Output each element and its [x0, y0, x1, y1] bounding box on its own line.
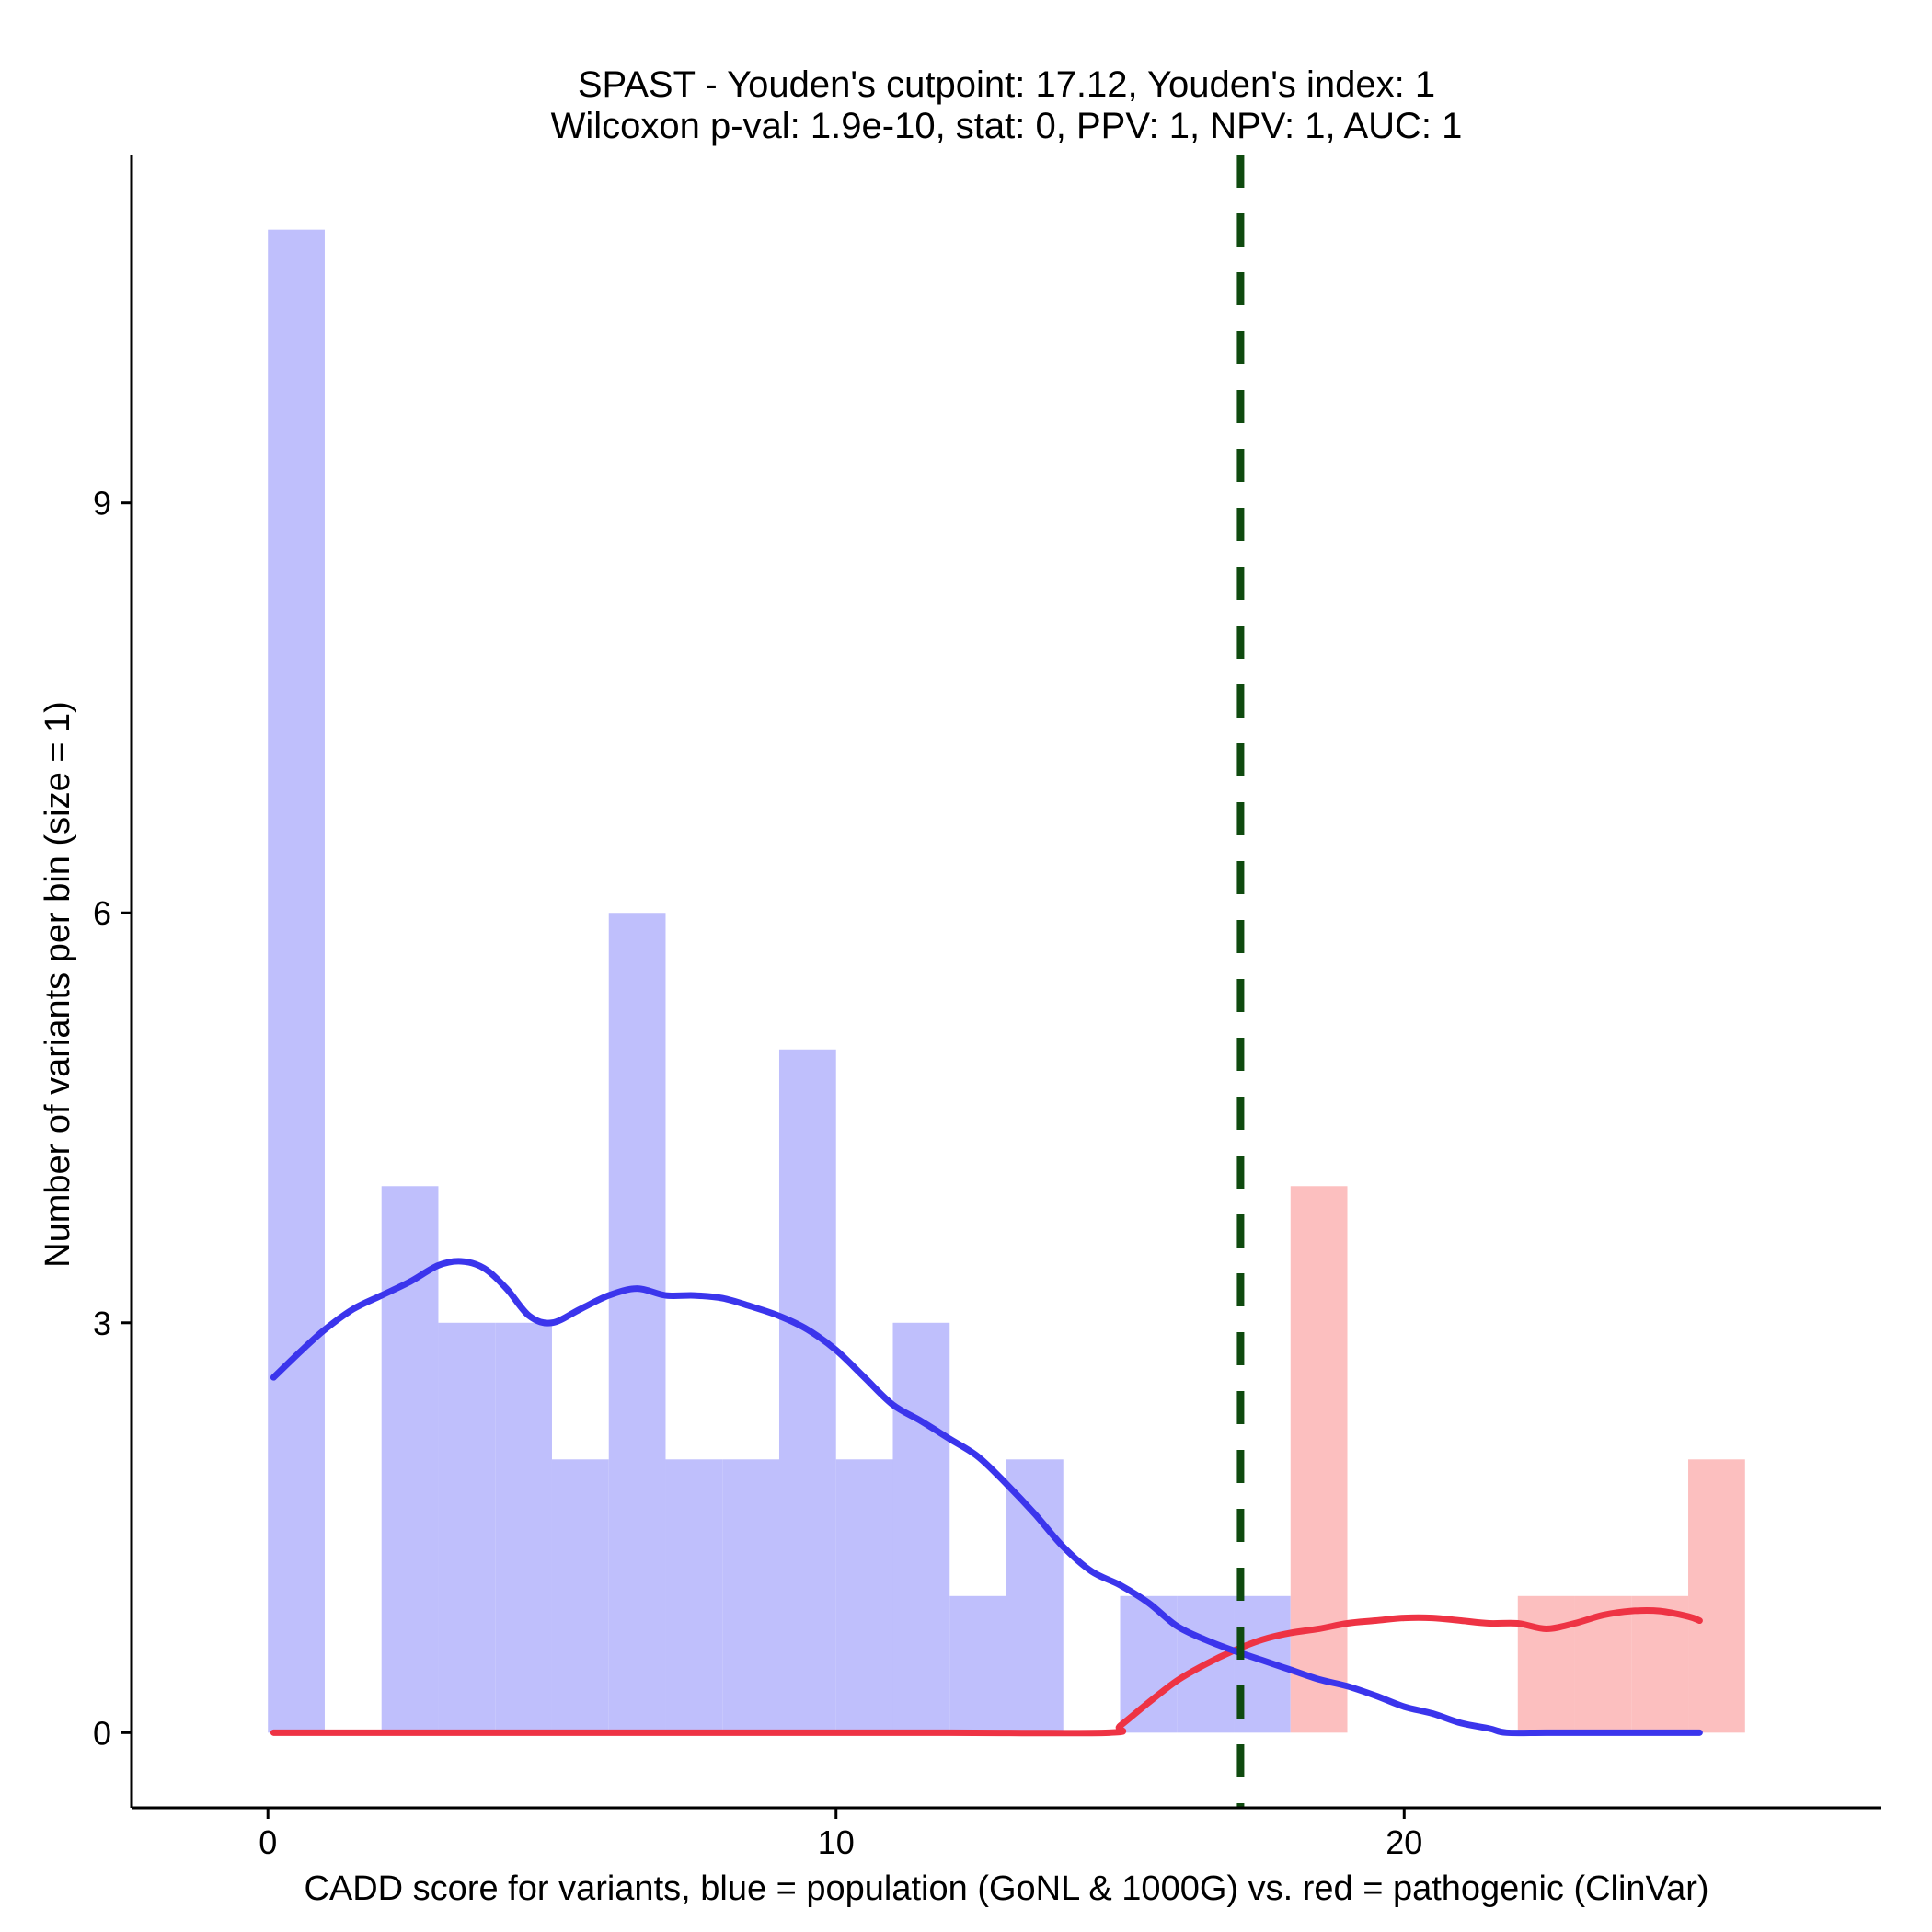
population-bar [665, 1459, 723, 1733]
pathogenic-bar [1688, 1459, 1745, 1733]
x-tick-label: 10 [818, 1823, 855, 1861]
population-bar [495, 1322, 552, 1733]
y-tick-label: 0 [93, 1714, 111, 1752]
pathogenic-bar [1290, 1186, 1348, 1733]
population-bar [438, 1322, 496, 1733]
y-axis-label: Number of variants per bin (size = 1) [39, 701, 77, 1268]
chart-title-line1: SPAST - Youden's cutpoint: 17.12, Youden… [578, 64, 1435, 105]
y-tick-label: 3 [93, 1305, 111, 1342]
ticks: 0 10 20 0 3 6 9 [93, 485, 1422, 1861]
axes [130, 155, 1881, 1810]
population-bar [551, 1459, 609, 1733]
pathogenic-bars [1290, 1186, 1745, 1733]
chart-title-line2: Wilcoxon p-val: 1.9e-10, stat: 0, PPV: 1… [551, 106, 1463, 146]
population-bar [381, 1186, 439, 1733]
pathogenic-bar [1517, 1595, 1575, 1733]
population-bars [268, 229, 1291, 1733]
x-axis-label: CADD score for variants, blue = populati… [304, 1869, 1708, 1908]
population-bar [778, 1049, 836, 1733]
y-tick-label: 6 [93, 894, 111, 932]
x-tick-label: 0 [259, 1823, 277, 1861]
population-bar [608, 913, 666, 1733]
x-tick-label: 20 [1386, 1823, 1422, 1861]
population-bar [949, 1595, 1006, 1733]
population-bar [268, 229, 325, 1733]
density-lines [270, 1258, 1703, 1737]
population-bar [1006, 1459, 1064, 1733]
pathogenic-bar [1631, 1595, 1689, 1733]
population-density-line [270, 1258, 1703, 1737]
population-bar [722, 1459, 779, 1733]
population-bar [892, 1322, 950, 1733]
population-bar [835, 1459, 893, 1733]
y-tick-label: 9 [93, 485, 111, 523]
pathogenic-density-line [270, 1606, 1703, 1737]
